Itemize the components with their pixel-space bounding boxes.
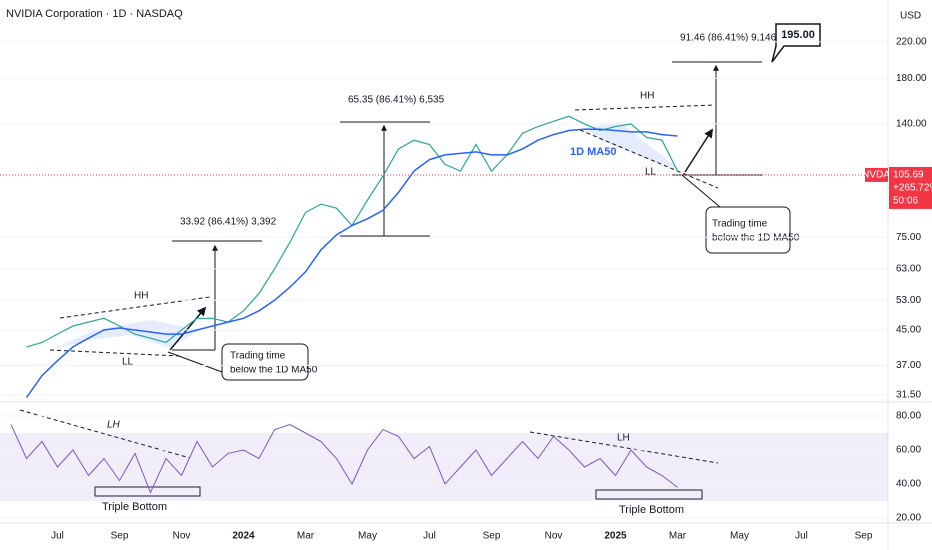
x-tick-label: May — [730, 531, 749, 542]
trendline — [529, 431, 719, 464]
annotation: HH — [640, 91, 654, 102]
y-tick-label: 140.00 — [896, 119, 927, 130]
annotation: 65.35 (86.41%) 6,535 — [348, 95, 445, 106]
x-tick-label: May — [358, 531, 377, 542]
x-tick-label: Jul — [423, 531, 436, 542]
ma-line — [25, 128, 678, 399]
y-tick-label: 53.00 — [896, 295, 921, 306]
x-tick-label: Jul — [51, 531, 64, 542]
pointer — [681, 174, 721, 208]
annotation: LH — [617, 433, 630, 444]
change: +265.72% — [893, 183, 932, 194]
y-tick-label: 45.00 — [896, 325, 921, 336]
chart-title: NVIDIA Corporation · 1D · NASDAQ — [6, 8, 183, 20]
note-box — [705, 206, 791, 254]
y-tick-label: 75.00 — [896, 232, 921, 243]
annotation: LL — [645, 167, 657, 178]
y-tick-label: 31.50 — [896, 389, 921, 400]
shade — [585, 122, 680, 170]
x-tick-label: 2025 — [604, 531, 627, 542]
x-tick-label: Nov — [173, 531, 191, 542]
x-tick-label: Mar — [669, 531, 687, 542]
annotation: 33.92 (86.41%) 3,392 — [180, 217, 277, 228]
trendline — [579, 129, 719, 189]
x-tick-label: Nov — [545, 531, 563, 542]
x-tick-label: Sep — [483, 531, 501, 542]
y-tick-label: 40.00 — [896, 479, 921, 490]
arrow — [169, 306, 207, 351]
ticker-box — [865, 167, 888, 182]
rsi-band — [0, 433, 888, 501]
y-tick-label: 37.00 — [896, 360, 921, 371]
trendline — [574, 104, 716, 111]
annotation: 195.00 — [781, 29, 815, 41]
annotation: Trading time — [712, 219, 768, 230]
annotation: below the 1D MA50 — [230, 365, 318, 376]
callout — [771, 23, 821, 63]
x-tick-label: Mar — [297, 531, 315, 542]
x-tick-label: 2024 — [232, 531, 255, 542]
annotation: Triple Bottom — [102, 501, 167, 513]
annotation: LH — [107, 420, 121, 431]
price: 105.69 — [893, 170, 924, 181]
annotation: HH — [134, 291, 148, 302]
annotation: LL — [122, 357, 134, 368]
annotation: below the 1D MA50 — [712, 233, 800, 244]
rsi-line — [10, 423, 678, 494]
annotation: Trading time — [230, 351, 286, 362]
box — [94, 486, 201, 497]
ma-label: 1D MA50 — [570, 146, 616, 158]
y-tick-label: 220.00 — [896, 36, 927, 47]
x-tick-label: Sep — [111, 531, 129, 542]
y-tick-label: 180.00 — [896, 73, 927, 84]
annotation: 91.46 (86.41%) 9,146 — [680, 33, 777, 44]
ticker: NVDA — [862, 170, 890, 181]
y-tick-label: 60.00 — [896, 445, 921, 456]
arrow — [684, 128, 713, 173]
timer: 50:06 — [893, 196, 918, 207]
pointer — [167, 351, 223, 373]
trendline — [49, 349, 181, 357]
note-box — [221, 343, 309, 381]
x-tick-label: Sep — [855, 531, 873, 542]
price-box — [889, 166, 932, 209]
currency: USD — [900, 11, 921, 22]
y-tick-label: 20.00 — [896, 513, 921, 524]
box — [595, 489, 703, 500]
annotation: Triple Bottom — [619, 504, 684, 516]
shade — [50, 320, 200, 350]
x-tick-label: Jul — [795, 531, 808, 542]
y-tick-label: 80.00 — [896, 411, 921, 422]
y-tick-label: 63.00 — [896, 264, 921, 275]
